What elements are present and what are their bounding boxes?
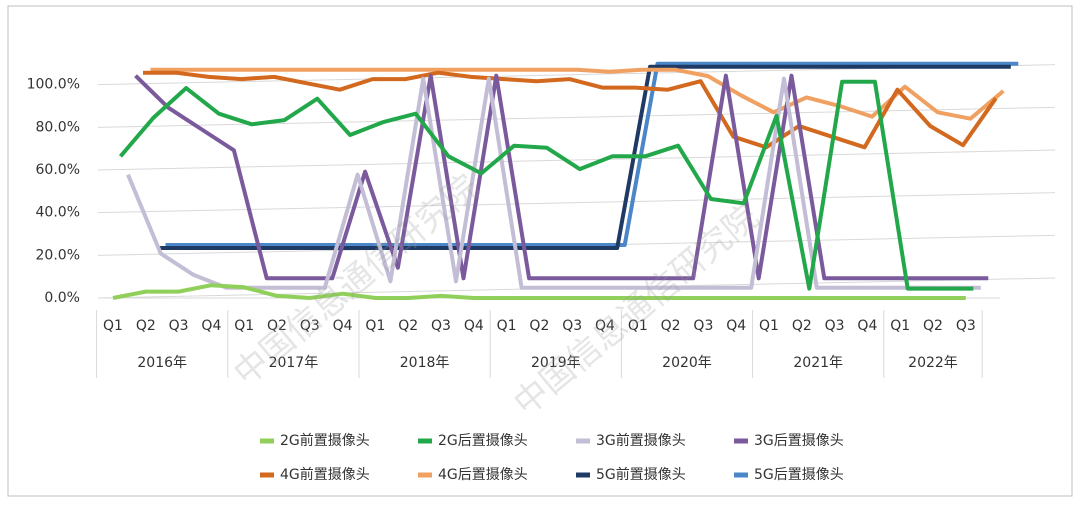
x-tick-label: Q2 xyxy=(529,318,549,334)
watermark: 中国信息通信研究院 xyxy=(506,197,766,424)
x-tick-label: Q3 xyxy=(825,318,845,334)
x-tick-label: Q3 xyxy=(693,318,713,334)
x-tick-label: Q2 xyxy=(136,318,156,334)
x-tick-label: Q4 xyxy=(857,318,877,334)
series-line xyxy=(143,70,998,150)
x-tick-label: Q1 xyxy=(628,318,648,334)
x-tick-label: Q1 xyxy=(103,318,123,334)
grid-line xyxy=(97,106,1056,128)
series-line xyxy=(165,61,1019,247)
x-tick-label: Q3 xyxy=(169,318,189,334)
grid-line xyxy=(97,192,1056,214)
series-line xyxy=(112,283,966,300)
x-tick-label: Q4 xyxy=(595,318,615,334)
y-tick-label: 0.0% xyxy=(44,290,80,306)
y-tick-label: 40.0% xyxy=(36,205,80,221)
y-tick-label: 80.0% xyxy=(36,119,80,135)
x-tick-label: Q1 xyxy=(497,318,517,334)
y-tick-label: 20.0% xyxy=(36,247,80,263)
legend-label: 3G前置摄像头 xyxy=(596,432,686,449)
x-tick-label: Q2 xyxy=(398,318,418,334)
series-line xyxy=(150,67,1005,121)
year-label: 2020年 xyxy=(662,355,712,371)
legend-label: 2G前置摄像头 xyxy=(280,432,370,449)
series-line xyxy=(118,79,974,291)
year-label: 2016年 xyxy=(137,355,187,371)
year-label: 2021年 xyxy=(793,355,843,371)
legend-label: 5G前置摄像头 xyxy=(596,466,686,483)
x-tick-label: Q2 xyxy=(923,318,943,334)
chart-border xyxy=(7,5,1073,497)
x-tick-label: Q1 xyxy=(890,318,910,334)
year-label: 2022年 xyxy=(908,355,958,371)
legend-label: 4G后置摄像头 xyxy=(438,467,528,483)
x-tick-label: Q4 xyxy=(464,318,484,334)
series-line xyxy=(134,73,989,281)
x-tick-label: Q3 xyxy=(300,318,320,334)
grid-line xyxy=(97,149,1056,171)
x-tick-label: Q2 xyxy=(661,318,681,334)
year-label: 2019年 xyxy=(531,355,581,371)
x-tick-label: Q4 xyxy=(201,318,221,334)
x-tick-label: Q2 xyxy=(792,318,812,334)
x-tick-label: Q4 xyxy=(333,318,353,334)
legend-label: 2G后置摄像头 xyxy=(438,433,528,449)
y-tick-label: 100.0% xyxy=(27,77,80,93)
year-label: 2018年 xyxy=(400,355,450,371)
x-tick-label: Q1 xyxy=(759,318,779,334)
legend-label: 3G后置摄像头 xyxy=(754,433,844,449)
legend-label: 5G后置摄像头 xyxy=(754,467,844,483)
x-tick-label: Q2 xyxy=(267,318,287,334)
legend-label: 4G前置摄像头 xyxy=(280,466,370,483)
series-line xyxy=(158,64,1011,250)
x-tick-label: Q3 xyxy=(956,318,976,334)
x-tick-label: Q3 xyxy=(431,318,451,334)
x-tick-label: Q4 xyxy=(726,318,746,334)
year-label: 2017年 xyxy=(269,355,319,371)
x-tick-label: Q1 xyxy=(234,318,254,334)
y-tick-label: 60.0% xyxy=(36,162,80,178)
x-tick-label: Q1 xyxy=(365,318,385,334)
x-tick-label: Q3 xyxy=(562,318,582,334)
series-line xyxy=(126,76,981,290)
